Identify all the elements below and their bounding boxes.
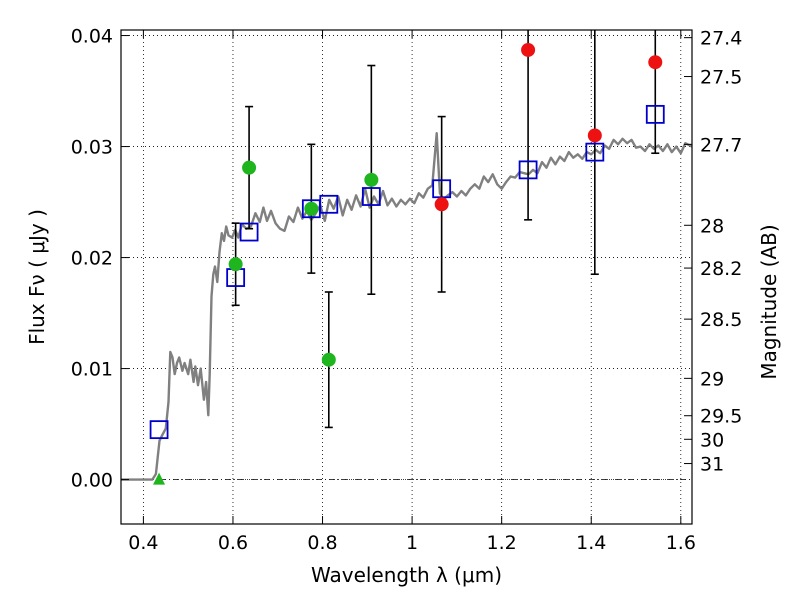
model-photometry-box xyxy=(319,194,339,214)
y-axis-label-right: Magnitude (AB) xyxy=(757,224,781,379)
y-tick-label: 0.00 xyxy=(71,470,113,492)
mag-tick-label: 27.4 xyxy=(700,28,742,50)
red-data-point xyxy=(521,42,536,57)
mag-tick-label: 28 xyxy=(700,215,724,237)
x-axis-label-text: Wavelength λ (μm) xyxy=(311,563,502,587)
red-data-point xyxy=(648,55,663,70)
x-tick-label: 0.8 xyxy=(307,532,337,554)
mag-tick-label: 31 xyxy=(700,454,724,476)
red-data-point xyxy=(587,128,602,143)
grid xyxy=(121,30,692,524)
green-data-point xyxy=(364,172,379,187)
y-tick-label: 0.04 xyxy=(71,26,113,48)
model-photometry-box xyxy=(585,142,605,162)
axis-ticks: 0.4 0.6 0.8 1 1.2 1.4 1.6 0.00 0.01 0.02 0.03 0.04 2… xyxy=(71,26,743,554)
model-photometry-box xyxy=(518,160,538,180)
mag-tick-label: 27.7 xyxy=(700,134,742,156)
mag-tick-label: 27.5 xyxy=(700,67,742,89)
x-tick-label: 1 xyxy=(406,532,418,554)
x-tick-label: 0.6 xyxy=(218,532,248,554)
mag-tick-label: 28.2 xyxy=(700,258,742,280)
x-tick-label: 0.4 xyxy=(128,532,158,554)
mag-tick-label: 28.5 xyxy=(700,309,742,331)
green-data-point xyxy=(228,257,243,272)
y-tick-label: 0.02 xyxy=(71,248,113,270)
plot-frame xyxy=(120,29,693,525)
y-tick-label: 0.03 xyxy=(71,137,113,159)
model-photometry-box xyxy=(645,104,665,124)
y-axis-label-text: Flux Fν ( μJy ) xyxy=(25,209,49,345)
error-bars xyxy=(231,30,660,429)
x-tick-label: 1.6 xyxy=(666,532,696,554)
model-photometry-box xyxy=(432,179,452,199)
model-photometry-box xyxy=(361,187,381,206)
model-photometry-box xyxy=(149,420,169,440)
y-axis-label: Flux Fν ( μJy ) xyxy=(25,209,49,345)
upper-limit-triangle xyxy=(153,472,166,485)
green-data-point xyxy=(242,160,257,175)
mag-tick-label: 29 xyxy=(700,368,724,390)
x-tick-label: 1.4 xyxy=(576,532,606,554)
x-tick-label: 1.2 xyxy=(487,532,517,554)
model-spectrum-line xyxy=(121,132,693,481)
model-photometry-boxes xyxy=(149,104,665,440)
mag-tick-label: 29.5 xyxy=(700,406,742,428)
y-tick-label: 0.01 xyxy=(71,359,113,381)
green-data-point xyxy=(304,201,319,216)
red-data-point xyxy=(434,197,449,212)
mag-tick-label: 30 xyxy=(700,429,724,451)
x-axis-label: Wavelength λ (μm) xyxy=(311,563,502,587)
green-data-point xyxy=(321,352,336,367)
observed-photometry-points xyxy=(153,42,663,485)
model-photometry-box xyxy=(239,222,259,242)
